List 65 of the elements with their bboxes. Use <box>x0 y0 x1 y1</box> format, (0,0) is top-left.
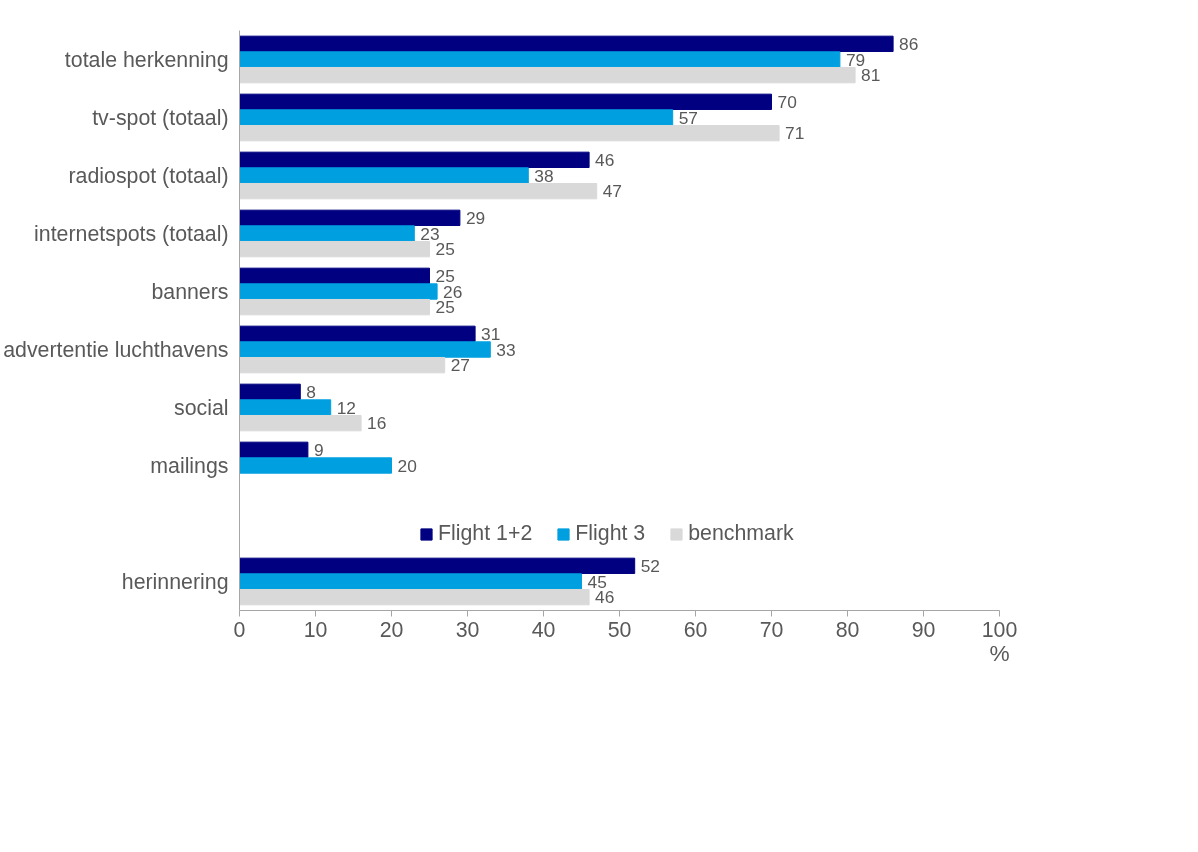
bar <box>239 51 841 68</box>
x-tick-label: 20 <box>379 617 404 642</box>
bar <box>239 383 301 401</box>
y-tick-label: internetspots (totaal) <box>34 221 229 246</box>
bar <box>239 283 438 300</box>
data-label: 12 <box>336 397 356 418</box>
x-tick-label: 40 <box>531 617 556 642</box>
data-label: 57 <box>678 107 698 128</box>
bar <box>239 124 780 142</box>
data-label: 16 <box>367 413 387 434</box>
bar <box>239 209 461 227</box>
bar <box>239 35 894 53</box>
bar <box>239 93 772 111</box>
bar <box>239 151 590 169</box>
data-label: 70 <box>777 91 797 112</box>
bar <box>239 457 392 474</box>
data-label: 71 <box>785 123 805 144</box>
bar <box>239 414 362 432</box>
data-label: 29 <box>465 207 486 228</box>
x-tick-label: 80 <box>835 617 860 642</box>
data-label: 52 <box>640 555 660 576</box>
bar <box>239 109 674 126</box>
bar <box>239 557 636 575</box>
x-axis-title: % <box>989 639 1010 666</box>
data-label: 27 <box>450 355 470 376</box>
bar <box>239 240 430 258</box>
data-label: 47 <box>602 181 622 202</box>
y-tick-label: banners <box>151 279 229 304</box>
data-label: 86 <box>899 33 919 54</box>
y-tick-label: advertentie luchthavens <box>3 337 229 362</box>
data-label: 20 <box>397 455 417 476</box>
x-tick-label: 30 <box>455 617 480 642</box>
y-tick-label: herinnering <box>121 569 229 594</box>
bar <box>239 66 856 84</box>
bar <box>239 225 415 242</box>
data-label: 8 <box>306 381 316 402</box>
bar <box>239 573 582 590</box>
bar <box>239 298 430 316</box>
x-tick-label: 10 <box>303 617 328 642</box>
bar <box>239 441 309 459</box>
bar <box>239 167 529 184</box>
bar <box>239 588 590 606</box>
bar <box>239 267 430 285</box>
y-tick-label: mailings <box>150 453 229 478</box>
bar <box>239 399 332 416</box>
x-tick-label: 70 <box>759 617 784 642</box>
data-label: 9 <box>313 439 324 460</box>
bar <box>239 341 491 358</box>
y-tick-label: social <box>173 395 229 420</box>
bar <box>239 182 598 200</box>
legend-label: Flight 3 <box>575 521 646 546</box>
x-tick-label: 100 <box>981 617 1018 642</box>
x-tick-label: 0 <box>233 617 246 642</box>
y-tick-label: totale herkenning <box>64 47 229 72</box>
data-label: 38 <box>534 165 554 186</box>
data-label: 46 <box>595 149 615 170</box>
x-tick-label: 90 <box>911 617 936 642</box>
legend-label: benchmark <box>688 521 794 546</box>
x-tick-label: 50 <box>607 617 632 642</box>
x-tick-label: 60 <box>683 617 708 642</box>
y-tick-label: tv-spot (totaal) <box>92 105 229 130</box>
legend-label: Flight 1+2 <box>438 521 533 546</box>
bar <box>239 356 446 374</box>
bar <box>239 325 476 343</box>
y-tick-label: radiospot (totaal) <box>68 163 229 188</box>
